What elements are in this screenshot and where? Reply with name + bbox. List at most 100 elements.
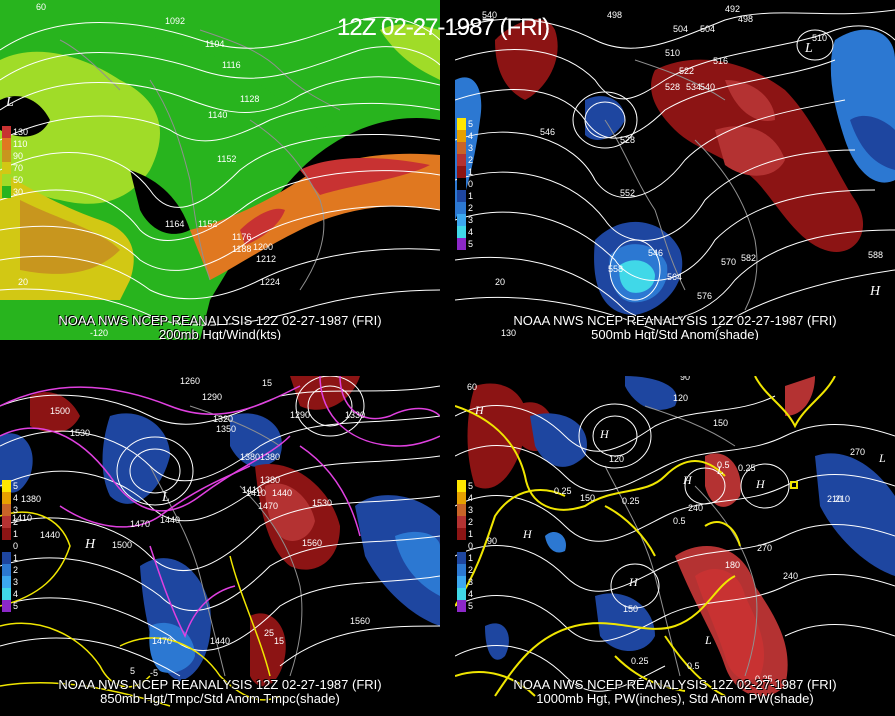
scale-label: 5 — [13, 481, 19, 491]
contour-label: 540 — [482, 10, 497, 20]
scale-entry: 1 — [2, 528, 18, 540]
contour-label: 1128 — [240, 94, 259, 104]
contour-label: 60 — [467, 382, 477, 392]
scale-label: 2 — [468, 155, 474, 165]
scale-label: 4 — [13, 493, 19, 503]
scale-swatch — [457, 118, 466, 130]
scale-entry: 70 — [2, 162, 28, 174]
scale-label: 3 — [468, 577, 474, 587]
scale-label: 1 — [468, 191, 474, 201]
axis-label: 60 — [36, 2, 46, 12]
svg-text:H: H — [474, 403, 485, 417]
scale-label: 3 — [468, 215, 474, 225]
contour-label: 1152 — [217, 154, 236, 164]
contour-label: 1500 — [112, 540, 132, 550]
svg-text:H: H — [599, 427, 610, 441]
coastline-1000mb — [604, 405, 758, 677]
contour-label: 528 — [620, 135, 635, 145]
scale-label: 110 — [13, 139, 28, 149]
scale-swatch — [457, 492, 466, 504]
contour-label: 1290 — [290, 410, 310, 420]
panel-850mb: 1260 1290 1320 1350 1380 1500 1530 1380 1410 1440… — [0, 376, 440, 716]
svg-text:H: H — [755, 477, 766, 491]
scale-swatch — [2, 480, 11, 492]
contour-label: 1320 — [213, 414, 233, 424]
scale-entry: 5 — [457, 480, 473, 492]
scale-entry: 30 — [2, 186, 28, 198]
contour-labels-850mb: 1260129013201350138015001530138014101440… — [12, 376, 370, 678]
page-title: 12Z 02-27-1987 (FRI) — [337, 14, 550, 41]
contour-label: 1200 — [253, 242, 273, 252]
scale-swatch — [2, 162, 11, 174]
scale-entry: 1 — [457, 166, 473, 178]
scale-swatch — [2, 150, 11, 162]
caption-line1: NOAA NWS NCEP REANALYSIS 12Z 02-27-1987 … — [513, 313, 837, 328]
map-1000mb: 6090120150210270240150901802402702101501… — [455, 376, 895, 716]
contour-label: 1530 — [70, 428, 90, 438]
contour-label: 1290 — [202, 392, 222, 402]
axis-label: -120 — [90, 328, 108, 338]
scale-swatch — [457, 480, 466, 492]
contour-label: 504 — [673, 24, 688, 34]
scale-label: 2 — [468, 203, 474, 213]
scale-label: 5 — [468, 119, 474, 129]
scale-label: 5 — [468, 239, 474, 249]
scale-swatch — [457, 226, 466, 238]
contour-label: 1440 — [210, 636, 230, 646]
coastline-500mb — [604, 59, 758, 311]
contour-label: 210 — [835, 494, 850, 504]
scale-swatch — [457, 552, 466, 564]
contour-label: 1104 — [205, 39, 224, 49]
contour-label: 1212 — [256, 254, 276, 264]
color-scale-500mb: 5 4 3 2 1 0 1 2 3 4 5 — [457, 118, 473, 250]
scale-swatch — [2, 492, 11, 504]
contour-label: 1440 — [272, 488, 292, 498]
contour-label: 588 — [868, 250, 883, 260]
scale-label: 0 — [468, 179, 474, 189]
caption-line2: 850mb Hgt/Tmpc/Std Anom Tmpc(shade) — [100, 691, 340, 706]
scale-swatch — [457, 516, 466, 528]
scale-entry: 5 — [457, 600, 473, 612]
panel-1000mb: 60 90 120 150 210 270 240 150 90 180 240 270 210 150 1… — [455, 376, 895, 716]
scale-swatch — [457, 202, 466, 214]
contour-label: 240 — [688, 503, 703, 513]
contour-label: 1560 — [350, 616, 370, 626]
contour-label: 1560 — [302, 538, 322, 548]
axis-label: 20 — [495, 277, 505, 287]
low-symbol: L — [161, 490, 170, 505]
contour-label: 150 — [623, 604, 638, 614]
scale-swatch — [2, 528, 11, 540]
caption-line2: 200mb Hgt/Wind(kts) — [158, 327, 282, 341]
contour-label: 1410 — [12, 513, 32, 523]
contour-label: 1164 — [165, 219, 184, 229]
caption-line1: NOAA NWS NCEP REANALYSIS 12Z 02-27-1987 … — [58, 677, 382, 692]
scale-entry: 0 — [457, 540, 473, 552]
axis-label: 5 — [130, 666, 135, 676]
contour-label: 558 — [608, 264, 623, 274]
scale-label: 3 — [468, 143, 474, 153]
scale-entry: 130 — [2, 126, 28, 138]
contour-label: 576 — [697, 291, 712, 301]
scale-label: 70 — [13, 163, 24, 173]
svg-text:L: L — [878, 451, 886, 465]
scale-swatch — [2, 138, 11, 150]
scale-entry: 110 — [2, 138, 28, 150]
contour-label: 1380 — [240, 452, 260, 462]
scale-swatch — [2, 504, 11, 516]
contour-label: 1260 — [180, 376, 200, 386]
contour-label: 534 — [686, 82, 701, 92]
svg-text:H: H — [869, 284, 881, 299]
scale-entry: 90 — [2, 150, 28, 162]
axis-label: -5 — [150, 668, 158, 678]
scale-entry: 4 — [2, 492, 18, 504]
scale-swatch — [2, 516, 11, 528]
scale-swatch — [2, 126, 11, 138]
scale-swatch — [2, 552, 11, 564]
contour-label: 0.5 — [717, 460, 730, 470]
scale-entry: 2 — [457, 202, 473, 214]
contour-label: 120 — [609, 454, 624, 464]
temp-contours — [0, 376, 440, 638]
contour-label: 546 — [540, 127, 555, 137]
scale-entry: 2 — [457, 154, 473, 166]
scale-label: 2 — [13, 517, 19, 527]
